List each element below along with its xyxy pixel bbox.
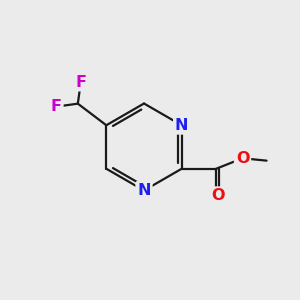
Text: F: F <box>75 75 86 90</box>
Text: O: O <box>236 151 249 166</box>
Text: F: F <box>51 99 62 114</box>
Text: N: N <box>137 183 151 198</box>
Text: N: N <box>175 118 188 133</box>
Text: O: O <box>211 188 224 203</box>
